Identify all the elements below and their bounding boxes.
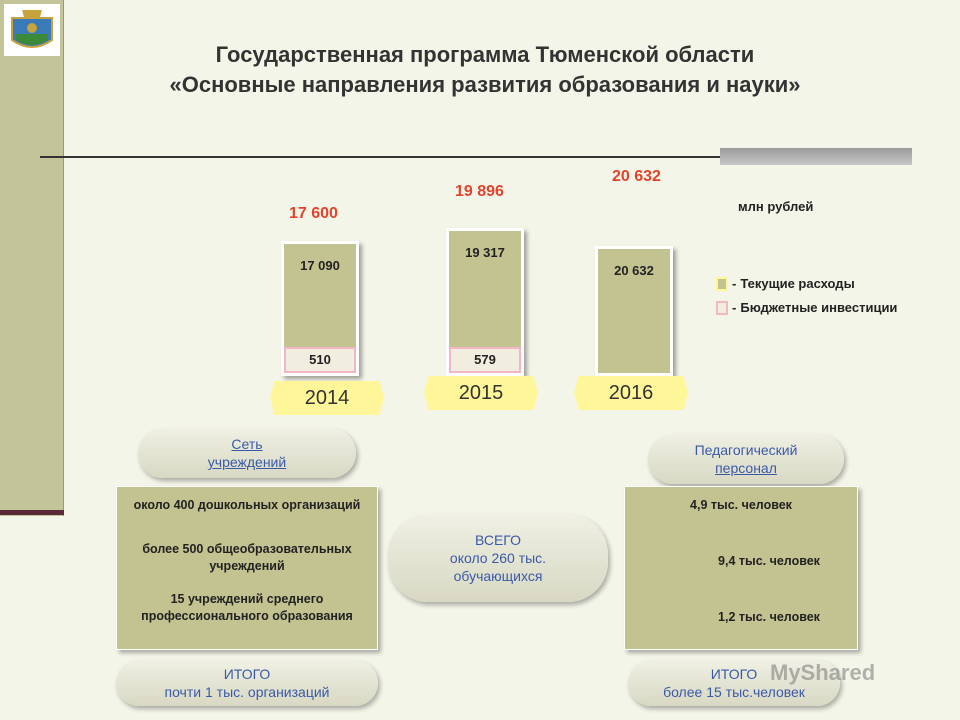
bar-value-label: 510 [309,352,331,368]
legend-label-investment: Бюджетные инвестиции [740,300,898,315]
staff-box: 4,9 тыс. человек 9,4 тыс. человек 1,2 ты… [624,486,858,650]
bar-value-label: 579 [474,352,496,368]
bar-total-label: 19 896 [455,183,504,200]
bar-column-2016: 20 632 [595,245,673,376]
divider-line [40,156,912,158]
watermark-logo: MyShared [770,660,876,685]
institutions-total-pill: ИТОГО почти 1 тыс. организаций [116,660,378,706]
institutions-network-link[interactable]: Сеть учреждений [138,428,356,478]
bar-segment-investment: 579 [449,346,521,373]
coat-of-arms-icon [4,4,60,56]
staff-total-line-2: более 15 тыс.человек [663,684,805,700]
bar-value-label: 20 632 [614,262,654,278]
bar-segment-current: 20 632 [598,248,670,373]
staff-pill-line-2: персонал [715,460,777,476]
legend-label-current: Текущие расходы [740,276,855,291]
bar-segment-current: 19 317 [449,230,521,347]
institutions-pill-line-2: учреждений [207,454,287,470]
staff-item: 9,4 тыс. человек [718,554,820,568]
bar-value-label: 19 317 [465,244,505,260]
page-title: Государственная программа Тюменской обла… [90,40,880,100]
students-line-3: обучающихся [453,568,543,584]
year-badge: 2015 [424,376,538,410]
left-decor-strip-end [0,510,64,515]
institutions-item: 15 учреждений среднего профессионального… [141,592,353,623]
legend-swatch-current [716,276,728,291]
institutions-total-line-2: почти 1 тыс. организаций [164,684,330,700]
staff-pill-line-1: Педагогический [694,442,798,458]
divider-bar [720,148,912,165]
legend-item-investment: - Бюджетные инвестиции [716,300,897,315]
bar-total-label: 20 632 [612,168,661,185]
staff-total-line-1: ИТОГО [710,666,758,682]
year-badge: 2014 [270,381,384,415]
bar-segment-current: 17 090 [284,244,356,347]
teaching-staff-link[interactable]: Педагогический персонал [648,434,844,484]
year-badge: 2016 [574,376,688,410]
bar-segment-investment: 510 [284,346,356,373]
institutions-total-line-1: ИТОГО [223,666,271,682]
students-line-2: около 260 тыс. [449,550,547,566]
institutions-pill-line-1: Сеть [231,436,263,452]
bar-value-label: 17 090 [300,258,340,274]
legend-prefix-current: - [732,276,737,291]
staff-item: 4,9 тыс. человек [690,498,792,512]
staff-item: 1,2 тыс. человек [718,610,820,624]
title-line-2: «Основные направления развития образован… [169,72,801,97]
bar-column-2015: 19 317 579 [446,227,524,376]
legend-swatch-investment [716,300,728,315]
chart-unit-label: млн рублей [738,199,814,214]
staff-total-pill: ИТОГО более 15 тыс.человек [628,660,840,706]
bar-total-label: 17 600 [289,205,338,222]
institutions-item: более 500 общеобразовательных учреждений [142,542,352,573]
students-total-pill: ВСЕГО около 260 тыс. обучающихся [388,514,608,602]
students-line-1: ВСЕГО [474,532,521,548]
bar-column-2014: 17 090 510 [281,241,359,376]
left-decor-strip [0,0,64,516]
institutions-item: около 400 дошкольных организаций [133,498,361,512]
title-line-1: Государственная программа Тюменской обла… [215,42,755,67]
institutions-box: около 400 дошкольных организаций более 5… [116,486,378,650]
legend-item-current: - Текущие расходы [716,276,855,291]
legend-prefix-investment: - [732,300,737,315]
